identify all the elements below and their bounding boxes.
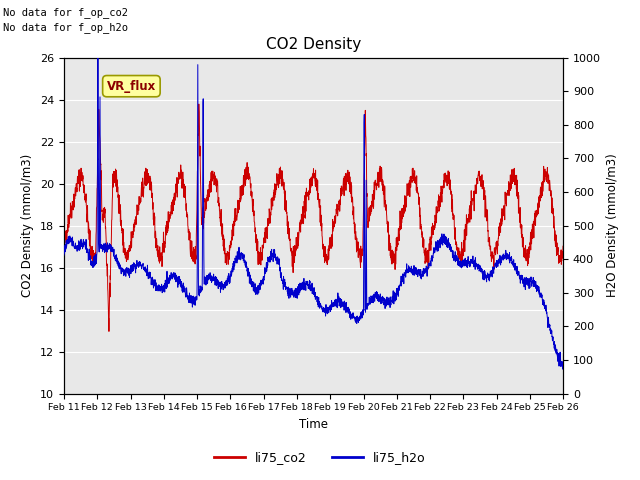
Text: VR_flux: VR_flux [107, 80, 156, 93]
Text: No data for f_op_h2o: No data for f_op_h2o [3, 22, 128, 33]
Text: No data for f_op_co2: No data for f_op_co2 [3, 7, 128, 18]
Title: CO2 Density: CO2 Density [266, 37, 361, 52]
Y-axis label: CO2 Density (mmol/m3): CO2 Density (mmol/m3) [22, 154, 35, 297]
Y-axis label: H2O Density (mmol/m3): H2O Density (mmol/m3) [607, 154, 620, 298]
X-axis label: Time: Time [299, 418, 328, 431]
Legend: li75_co2, li75_h2o: li75_co2, li75_h2o [209, 446, 431, 469]
